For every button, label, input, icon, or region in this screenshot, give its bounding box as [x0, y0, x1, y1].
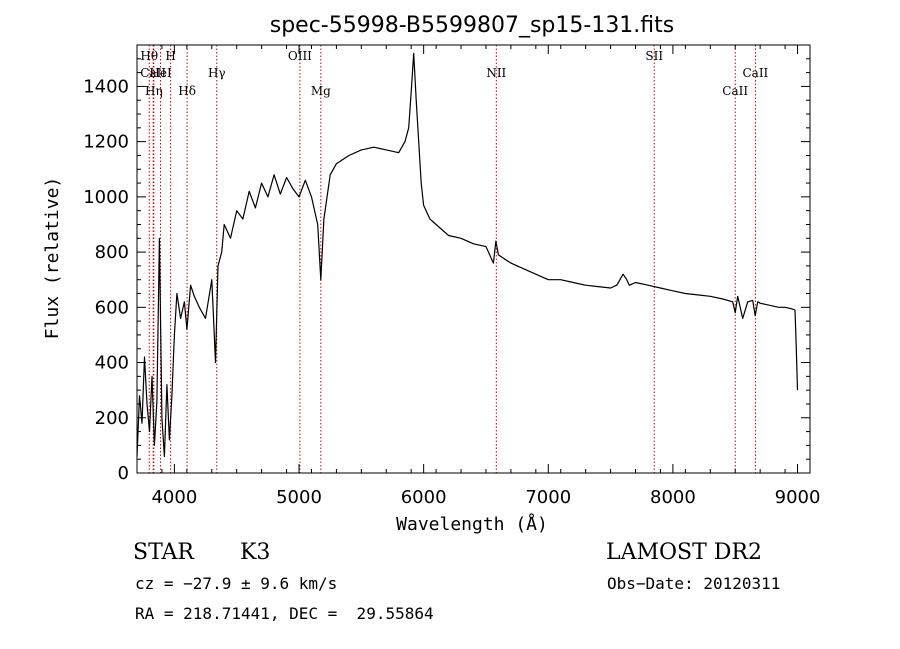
spectral-line-label: OIII	[288, 49, 312, 63]
y-tick-label: 400	[95, 353, 129, 374]
survey-name: LAMOST DR2	[606, 540, 762, 565]
x-tick-label: 8000	[650, 487, 696, 508]
y-axis-label: Flux (relative)	[42, 177, 63, 340]
spectral-line-label: H	[165, 49, 175, 63]
object-class: STAR	[133, 540, 194, 565]
spectral-line-label: Hγ	[208, 66, 226, 80]
y-tick-label: 1200	[83, 132, 129, 153]
x-tick-label: 6000	[401, 487, 447, 508]
spectrum-line	[136, 52, 799, 457]
y-tick-label: 0	[118, 463, 129, 484]
spectral-line-label: NII	[486, 66, 506, 80]
y-tick-label: 600	[95, 297, 129, 318]
chart-title: spec-55998-B5599807_sp15-131.fits	[270, 13, 675, 38]
x-axis-label: Wavelength (Å)	[396, 513, 548, 535]
object-subclass: K3	[240, 540, 271, 565]
y-tick-label: 800	[95, 242, 129, 263]
x-tick-label: 5000	[276, 487, 322, 508]
spectrum-series	[136, 52, 799, 457]
spectral-line-label: CaII	[722, 84, 748, 98]
y-tick-label: 1400	[83, 76, 129, 97]
spectral-line-label: CaII	[742, 66, 768, 80]
y-tick-label: 200	[95, 408, 129, 429]
redshift-cz: cz = −27.9 ± 9.6 km/s	[135, 574, 338, 593]
spectral-line-label: HeI	[149, 66, 172, 80]
y-tick-label: 1000	[83, 187, 129, 208]
coordinates: RA = 218.71441, DEC = 29.55864	[135, 604, 434, 623]
observation-date: Obs−Date: 20120311	[607, 574, 781, 593]
spectral-line-label: Mg	[311, 84, 331, 98]
x-tick-label: 7000	[525, 487, 571, 508]
spectral-line-label: Hη	[145, 84, 163, 98]
axis-ticks: 4000 5000 6000 7000 8000 9000 0 200 400 600 800 100…	[83, 45, 820, 508]
spectral-line-label: Hδ	[178, 84, 196, 98]
spectral-line-label: Hθ	[140, 49, 158, 63]
plot-frame	[136, 44, 811, 474]
spectral-line-label: SII	[645, 49, 663, 63]
x-tick-label: 9000	[775, 487, 821, 508]
x-tick-label: 4000	[151, 487, 197, 508]
